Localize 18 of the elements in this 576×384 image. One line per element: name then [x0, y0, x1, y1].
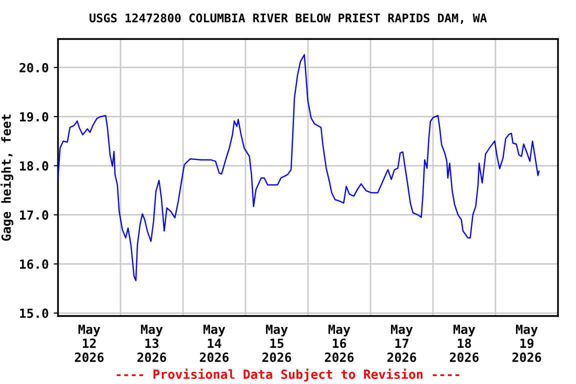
y-tick-label: 16.0	[20, 259, 48, 269]
x-tick-label: May 15 2026	[262, 324, 292, 362]
y-tick-label: 20.0	[20, 62, 48, 72]
y-tick-label: 15.0	[20, 308, 48, 318]
y-tick-label: 17.0	[20, 210, 48, 220]
text: ---- Provisional Data Subject to Revision ----	[116, 368, 460, 382]
x-tick-label: May 19 2026	[512, 324, 542, 362]
x-tick-label: May 18 2026	[450, 324, 479, 362]
y-axis-title: Gage height, feet	[0, 114, 14, 241]
x-tick-label: May 13 2026	[137, 324, 166, 362]
chart-title: USGS 12472800 COLUMBIA RIVER BELOW PRIEST RAPIDS DAM, WA	[90, 13, 487, 24]
x-tick-label: May 16 2026	[324, 324, 354, 362]
y-tick-label: 19.0	[20, 112, 48, 122]
x-tick-label: May 12 2026	[74, 324, 104, 362]
y-tick-label: 18.0	[20, 161, 48, 171]
x-tick-label: May 14 2026	[200, 324, 229, 362]
x-tick-label: May 17 2026	[387, 324, 416, 362]
line-series	[58, 54, 540, 282]
